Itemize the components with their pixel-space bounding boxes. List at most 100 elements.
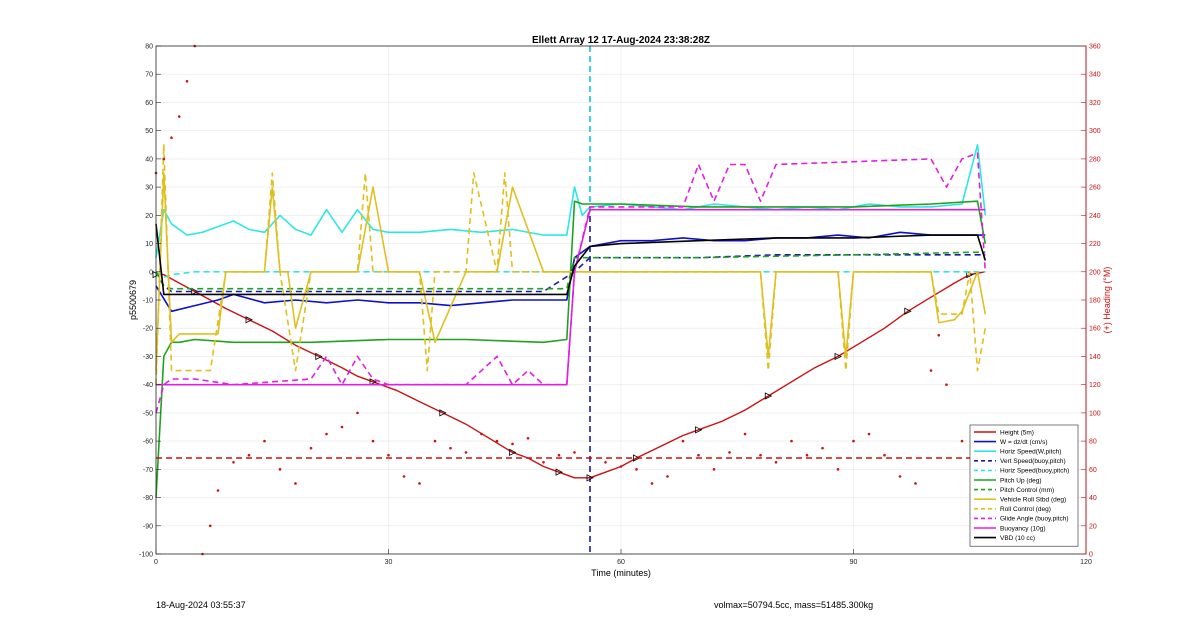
heading-point (232, 460, 235, 464)
footer-stats: volmax=50794.5cc, mass=51485.300kg (714, 600, 874, 610)
legend-entry-label: Pitch Up (deg) (1000, 477, 1042, 484)
heading-point (185, 79, 189, 83)
heading-point (278, 468, 282, 471)
heading-point (247, 453, 251, 457)
y-tick-label: -90 (143, 523, 153, 530)
y2-tick-label: 60 (1089, 467, 1097, 474)
series-vbd-10-cc (155, 223, 987, 296)
legend-entry-label: W = dz/dt (cm/s) (1000, 439, 1048, 446)
y-tick-label: 60 (145, 100, 153, 107)
heading-point (449, 446, 452, 450)
heading-point (402, 475, 406, 478)
legend-box (969, 424, 1079, 547)
heading-point (945, 383, 948, 386)
heading-point (743, 432, 747, 436)
legend-entry-label: Horiz Speed(W,pitch) (1000, 449, 1061, 456)
heading-point (937, 333, 941, 337)
y-tick-label: -20 (143, 326, 153, 333)
heading-point (418, 482, 421, 485)
y2-tick-label: 280 (1089, 156, 1101, 163)
series-horiz-speed-w-pitch (155, 144, 987, 258)
heading-point (170, 136, 173, 140)
y-tick-label: 80 (145, 44, 153, 51)
height-marker (834, 352, 842, 361)
heading-point (929, 369, 933, 372)
heading-point (836, 468, 840, 471)
y-tick-label: -80 (143, 495, 153, 502)
y2-tick-label: 260 (1089, 185, 1101, 192)
series-roll-control-deg (155, 144, 987, 385)
y2-tick-label: 0 (1089, 552, 1093, 559)
heading-point (263, 439, 266, 443)
y2-tick-label: 100 (1089, 410, 1101, 417)
heading-point (712, 468, 716, 471)
heading-point (294, 482, 297, 485)
series-heading (154, 44, 987, 556)
y2-tick-label: 120 (1089, 382, 1101, 389)
height-marker (695, 426, 703, 434)
heading-point (371, 439, 375, 443)
heading-point (759, 453, 762, 457)
legend: Height (5m) W = dz/dt (cm/s) Horiz Speed(W… (969, 424, 1079, 547)
height-marker (633, 454, 641, 462)
footer-timestamp: 18-Aug-2024 03:55:37 (156, 600, 246, 610)
heading-point (573, 451, 576, 454)
y-tick-label: -10 (143, 298, 153, 305)
heading-point (340, 425, 344, 429)
y-tick-label: 30 (145, 185, 153, 192)
series-layer (152, 44, 987, 556)
heading-point (867, 432, 871, 436)
y2-tick-label: 140 (1089, 354, 1101, 361)
y2-tick-label: 20 (1089, 523, 1097, 530)
heading-point (650, 482, 654, 485)
heading-point (557, 453, 561, 457)
heading-point (433, 439, 437, 443)
y-axis-label: p5500679 (128, 280, 138, 320)
heading-point (883, 453, 886, 457)
y2-tick-label: 160 (1089, 326, 1101, 333)
height-marker (555, 468, 563, 476)
y2-tick-label: 40 (1089, 495, 1097, 502)
height-marker (586, 474, 594, 482)
legend-entry-label: Vert Speed(buoy,pitch) (1000, 458, 1066, 465)
heading-point (790, 439, 793, 443)
heading-point (526, 436, 530, 440)
heading-point (325, 432, 328, 436)
heading-point (542, 460, 545, 464)
y-tick-label: -100 (139, 552, 153, 559)
heading-point (852, 439, 855, 443)
legend-entry-label: Vehicle Roll Stbd (deg) (1000, 497, 1066, 504)
legend-entry-label: Horiz Speed(buoy,pitch) (1000, 468, 1069, 475)
y-tick-label: 70 (145, 72, 153, 79)
x-tick-label: 60 (617, 559, 625, 566)
heading-point (511, 442, 514, 446)
series-buoyancy-10g (156, 208, 986, 386)
series-w-dz-dt-cm-s (155, 231, 986, 313)
x-tick-label: 30 (385, 559, 393, 566)
y2-axis-label: (+) Heading (°M) (1102, 267, 1112, 334)
heading-point (914, 482, 917, 485)
x-tick-label: 120 (1080, 559, 1092, 566)
x-axis-label: Time (minutes) (591, 568, 651, 578)
y2-tick-label: 80 (1089, 439, 1097, 446)
grid-layer (155, 45, 1087, 555)
heading-point (619, 465, 623, 468)
y-tick-label: 20 (145, 213, 153, 220)
heading-point (356, 411, 359, 415)
heading-point (898, 475, 902, 478)
y2-tick-label: 220 (1089, 241, 1101, 248)
heading-point (208, 524, 212, 528)
heading-point (774, 460, 778, 464)
y2-tick-label: 180 (1089, 298, 1101, 305)
heading-point (177, 115, 181, 118)
legend-entry-label: VBD (10 cc) (1000, 535, 1035, 542)
y-tick-label: -40 (143, 382, 153, 389)
height-marker (315, 352, 323, 361)
height-marker (245, 316, 253, 324)
heading-point (387, 453, 390, 457)
y-tick-label: 50 (145, 128, 153, 135)
y2-tick-label: 200 (1089, 269, 1101, 276)
series-pitch-control-mm (155, 251, 986, 290)
heading-point (635, 468, 638, 471)
